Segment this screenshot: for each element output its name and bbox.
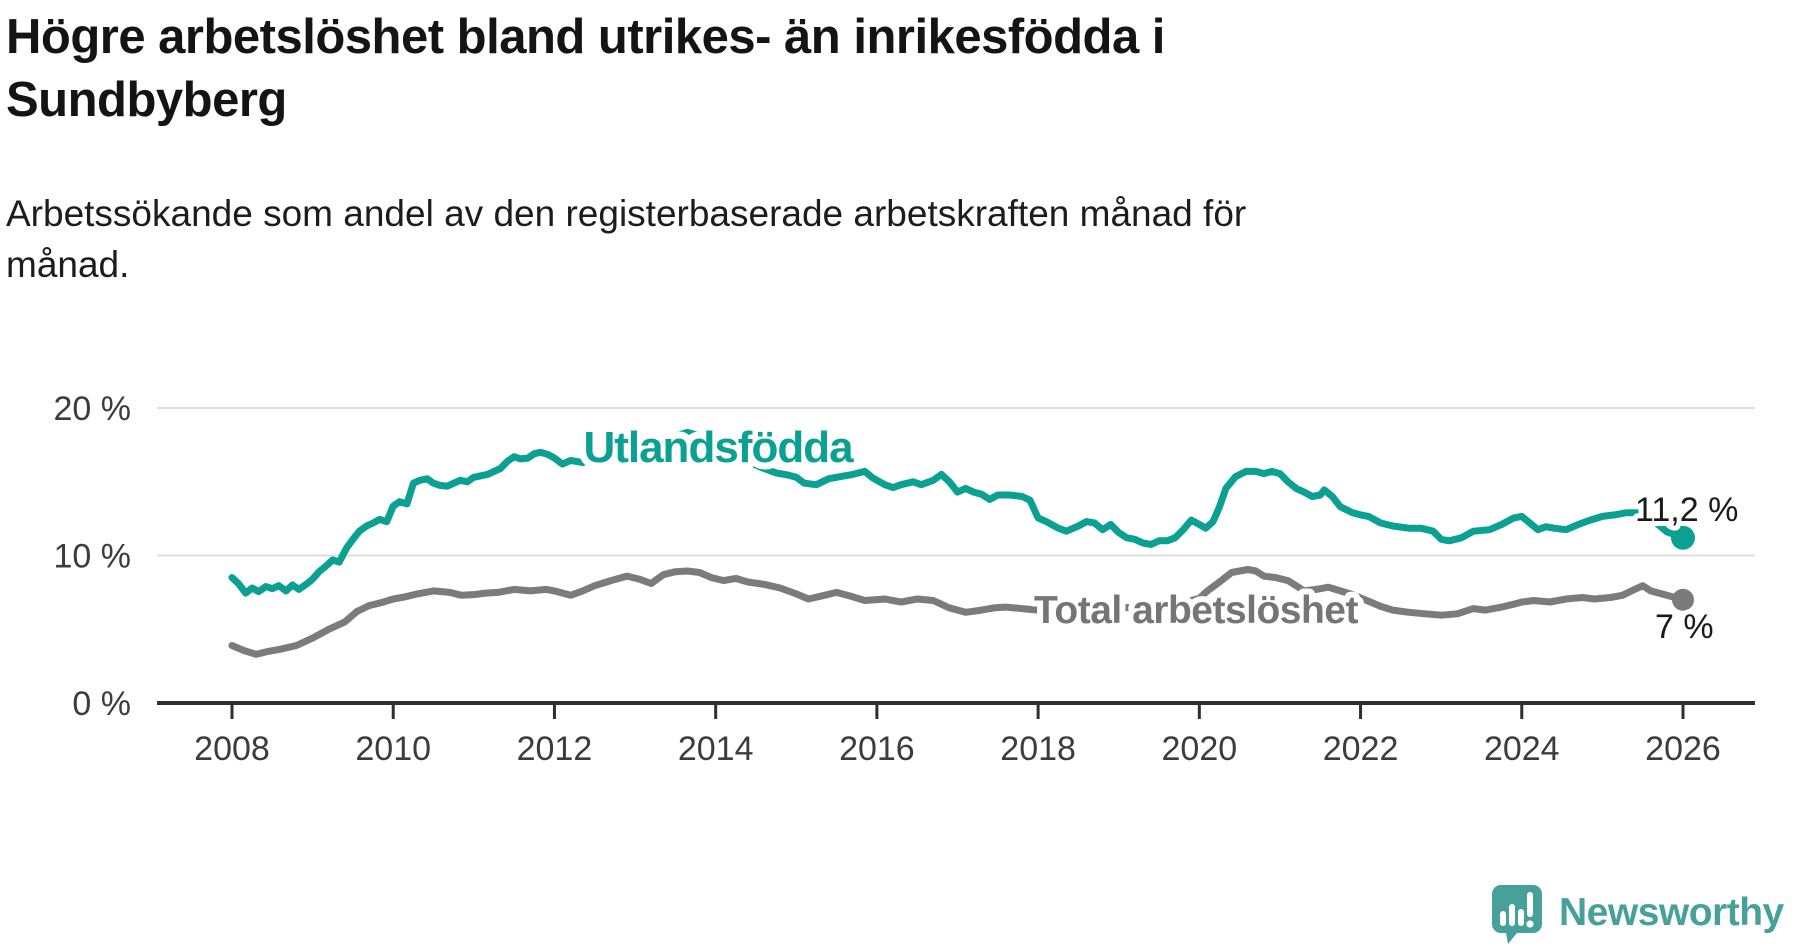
- series-end-dot-0: [1670, 525, 1695, 550]
- newsworthy-logo-text: Newsworthy: [1559, 891, 1784, 934]
- y-axis-label: 0 %: [72, 685, 131, 723]
- series-label-1: Total arbetslöshet: [1034, 589, 1359, 632]
- chart-title-line2: Sundbyberg: [6, 73, 287, 127]
- x-axis-label: 2018: [1000, 730, 1076, 768]
- x-axis-label: 2024: [1484, 730, 1560, 768]
- series-label-0: Utlandsfödda: [583, 423, 854, 472]
- series-end-dot-1: [1671, 588, 1694, 611]
- x-axis-label: 2016: [839, 730, 915, 768]
- x-axis-label: 2022: [1323, 730, 1399, 768]
- chart-subtitle: Arbetssökande som andel av den registerb…: [6, 188, 1246, 290]
- chart-title: Högre arbetslöshet bland utrikes- än inr…: [6, 6, 1165, 132]
- series-end-label-1: 7 %: [1655, 608, 1714, 646]
- series-end-label-0: 11,2 %: [1635, 491, 1738, 529]
- newsworthy-logo: Newsworthy: [1487, 880, 1784, 946]
- chart-subtitle-line1: Arbetssökande som andel av den registerb…: [6, 193, 1247, 234]
- chart-title-line1: Högre arbetslöshet bland utrikes- än inr…: [6, 10, 1165, 64]
- series-line-1: [228, 566, 1687, 658]
- x-axis-label: 2010: [355, 730, 431, 768]
- x-axis-label: 2012: [517, 730, 593, 768]
- x-axis-label: 2026: [1645, 730, 1721, 768]
- x-axis-label: 2020: [1162, 730, 1238, 768]
- x-axis-label: 2014: [678, 730, 754, 768]
- newsworthy-logo-icon: [1492, 885, 1542, 944]
- x-axis-label: 2008: [194, 730, 270, 768]
- series-line-0: [228, 428, 1687, 597]
- speech-bubble-icon: [1492, 885, 1542, 944]
- y-axis-label: 10 %: [54, 538, 132, 576]
- chart-subtitle-line2: månad.: [6, 244, 130, 285]
- y-axis-label: 20 %: [54, 390, 132, 428]
